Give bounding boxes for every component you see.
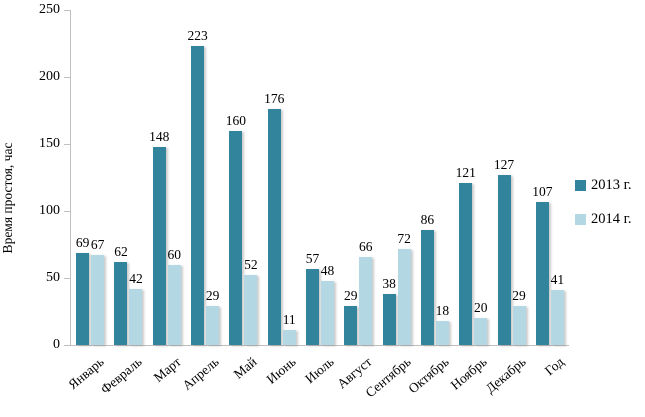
bar-value-label: 121 [455,164,476,180]
bar-2013 [306,268,319,345]
y-tick-mark [64,345,70,346]
bar-2013 [229,130,243,345]
bar-value-label: 160 [225,112,246,128]
bar-value-label: 86 [420,211,435,227]
y-tick-mark [64,10,70,11]
bar-value-label: 29 [512,288,526,304]
bar-value-label: 176 [264,91,285,107]
bar-2013 [152,146,166,345]
y-tick-mark [64,144,70,145]
legend-label: 2014 г. [591,211,632,227]
bar-2013 [114,261,128,345]
bar-2014 [244,275,258,345]
bar-value-label: 38 [382,276,396,292]
bar-value-label: 72 [397,230,411,246]
bar-2014 [321,280,334,345]
y-tick-label: 250 [39,2,60,17]
legend-swatch [575,180,586,191]
legend-item: 2013 г. [575,177,632,194]
bar-value-label: 69 [75,234,90,250]
legend-swatch [575,214,586,225]
bar-value-label: 48 [320,262,335,278]
bar-2014 [435,320,449,345]
bar-2014 [129,288,143,345]
bar-value-label: 42 [129,270,143,286]
bar-value-label: 18 [435,302,450,318]
bar-2013 [76,252,90,345]
y-tick-mark [64,278,70,279]
bar-value-label: 41 [550,272,565,288]
bar-value-label: 62 [114,243,128,259]
bar-value-label: 60 [167,246,182,262]
bar-value-label: 11 [282,312,296,328]
bar-2013 [382,294,396,345]
bar-value-label: 29 [344,288,358,304]
bar-2014 [550,290,564,345]
bar-2014 [282,330,296,345]
bar-value-label: 57 [305,250,320,266]
bar-2014 [512,306,526,345]
bar-value-label: 67 [90,237,105,253]
bar-value-label: 223 [187,28,208,44]
plot-area: 69 67 62 42 148 60 223 29 160 52 176 11 57 48 29 66 38 72… [64,10,569,346]
bar-value-label: 66 [359,238,373,254]
bar-2014 [167,264,181,345]
bar-value-label: 52 [244,257,258,273]
bar-value-label: 148 [149,128,170,144]
bar-2014 [206,306,220,345]
bar-2014 [474,318,488,345]
bar-value-label: 20 [473,300,488,316]
bar-2014 [91,255,105,345]
bar-2013 [267,109,281,345]
bar-2014 [397,248,411,345]
legend-label: 2013 г. [591,177,632,193]
bar-2013 [535,201,549,345]
y-tick-label: 0 [53,337,60,352]
y-tick-label: 50 [46,270,60,285]
bar-2013 [344,306,358,345]
bar-2013 [191,46,205,345]
bar-value-label: 127 [493,156,515,172]
bar-2013 [420,229,434,345]
y-tick-label: 150 [39,136,60,151]
y-tick-label: 100 [39,203,60,218]
bar-2013 [459,182,473,345]
bar-2014 [359,256,373,345]
bar-value-label: 107 [532,183,553,199]
bar-2013 [497,174,511,345]
legend: 2013 г. 2014 г. [575,177,632,245]
y-tick-label: 200 [39,69,60,84]
y-axis-title: Время простоя, час [0,142,15,254]
bar-value-label: 29 [205,288,220,304]
legend-item: 2014 г. [575,211,632,228]
y-tick-mark [64,77,70,78]
y-tick-mark [64,211,70,212]
